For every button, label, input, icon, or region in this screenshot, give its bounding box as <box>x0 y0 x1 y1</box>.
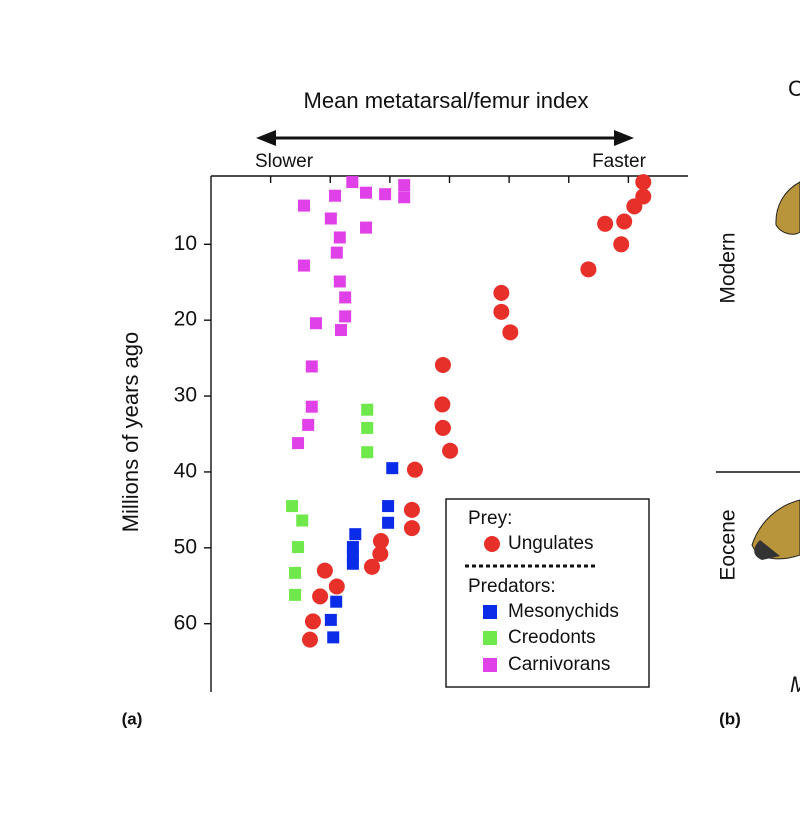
point <box>382 500 395 513</box>
point <box>363 558 380 575</box>
chart-title: Mean metatarsal/femur index <box>304 88 589 113</box>
point <box>361 403 374 416</box>
point <box>613 236 630 253</box>
point <box>286 500 299 513</box>
point <box>434 356 451 373</box>
legend-label: Mesonychids <box>508 601 619 622</box>
point <box>502 324 519 341</box>
point <box>361 421 374 434</box>
point <box>304 613 321 630</box>
point <box>334 324 347 337</box>
legend-label: Ungulates <box>508 533 594 554</box>
point <box>580 261 597 278</box>
point <box>292 437 305 450</box>
point <box>324 613 337 626</box>
point <box>493 303 510 320</box>
point <box>346 176 359 189</box>
point <box>309 317 322 330</box>
point <box>349 528 362 541</box>
point <box>616 213 633 230</box>
legend-swatch <box>483 605 497 619</box>
y-axis-label: Millions of years ago <box>118 332 143 533</box>
x-right-label: Faster <box>592 151 647 172</box>
point <box>302 418 315 431</box>
point <box>434 419 451 436</box>
point <box>434 396 451 413</box>
panel-label: (a) <box>122 709 143 728</box>
point <box>328 578 345 595</box>
point <box>346 541 359 554</box>
speed-arrow <box>256 130 634 146</box>
point <box>360 186 373 199</box>
point <box>382 516 395 529</box>
y-tick-label: 50 <box>174 535 197 558</box>
point <box>324 212 337 225</box>
legend-group: Predators: <box>468 576 556 597</box>
point <box>493 284 510 301</box>
point <box>372 532 389 549</box>
legend-label: Creodonts <box>508 627 596 648</box>
point <box>329 189 342 202</box>
point <box>289 566 302 579</box>
point <box>442 442 459 459</box>
point <box>398 191 411 204</box>
x-left-label: Slower <box>255 151 314 172</box>
legend-swatch <box>484 536 500 552</box>
point <box>403 520 420 537</box>
row-label: Modern <box>717 232 740 303</box>
point <box>339 291 352 304</box>
legend-label: Carnivorans <box>508 654 610 675</box>
point <box>360 221 373 234</box>
point <box>386 462 399 475</box>
y-tick-label: 60 <box>174 611 197 634</box>
point <box>403 501 420 518</box>
panel-label: (b) <box>719 709 741 728</box>
point <box>327 631 340 644</box>
point <box>398 179 411 192</box>
y-tick-label: 10 <box>174 232 197 255</box>
point <box>330 246 343 259</box>
point <box>316 562 333 579</box>
point <box>298 199 311 212</box>
point <box>301 631 318 648</box>
point <box>635 174 652 191</box>
point <box>406 461 423 478</box>
point <box>597 215 614 232</box>
point <box>379 188 392 201</box>
panel-b-text: M <box>790 672 800 697</box>
point <box>289 588 302 601</box>
point <box>292 541 305 554</box>
point <box>333 275 346 288</box>
point <box>305 360 318 373</box>
panel-b-text: C <box>788 76 800 101</box>
legend-box <box>445 498 650 688</box>
legend-group: Prey: <box>468 508 512 529</box>
point <box>298 259 311 272</box>
y-tick-label: 20 <box>174 308 197 331</box>
row-label: Eocene <box>717 509 740 580</box>
point <box>333 231 346 244</box>
point <box>312 588 329 605</box>
point <box>305 400 318 413</box>
legend-swatch <box>483 631 497 645</box>
point <box>296 514 309 527</box>
y-tick-label: 40 <box>174 459 197 482</box>
y-tick-label: 30 <box>174 384 197 407</box>
point <box>346 557 359 570</box>
legend-swatch <box>483 658 497 672</box>
point <box>361 446 374 459</box>
point <box>330 595 343 608</box>
animal-head-icon <box>751 181 800 560</box>
point <box>339 310 352 323</box>
point <box>626 198 643 215</box>
point <box>372 545 389 562</box>
